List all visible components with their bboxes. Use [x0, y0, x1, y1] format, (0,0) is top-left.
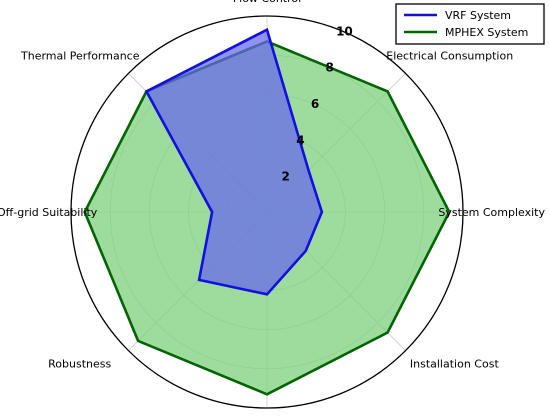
- axis-label: Flow Control: [233, 0, 301, 5]
- legend-label-mphex: MPHEX System: [445, 26, 528, 39]
- radial-tick-label: 8: [326, 61, 334, 75]
- radial-tick-label: 2: [282, 170, 290, 184]
- radial-tick-labels: 2 4 6 8 10: [282, 24, 353, 183]
- axis-label: Off-grid Suitability: [0, 206, 98, 219]
- axis-label: Robustness: [48, 357, 111, 370]
- radial-tick-label: 6: [311, 97, 319, 111]
- legend: VRF System MPHEX System: [395, 3, 545, 45]
- axis-label: Installation Cost: [410, 357, 500, 370]
- legend-label-vrf: VRF System: [445, 9, 511, 22]
- axis-label: Electrical Consumption: [386, 49, 513, 62]
- legend-box: [395, 3, 545, 45]
- radial-tick-label: 4: [296, 133, 304, 147]
- radar-series: [83, 27, 451, 396]
- outer-frame-circle: [70, 15, 464, 409]
- radial-tick-label: 10: [336, 24, 353, 38]
- axis-label: Thermal Performance: [20, 49, 140, 62]
- axis-label: System Complexity: [438, 206, 545, 219]
